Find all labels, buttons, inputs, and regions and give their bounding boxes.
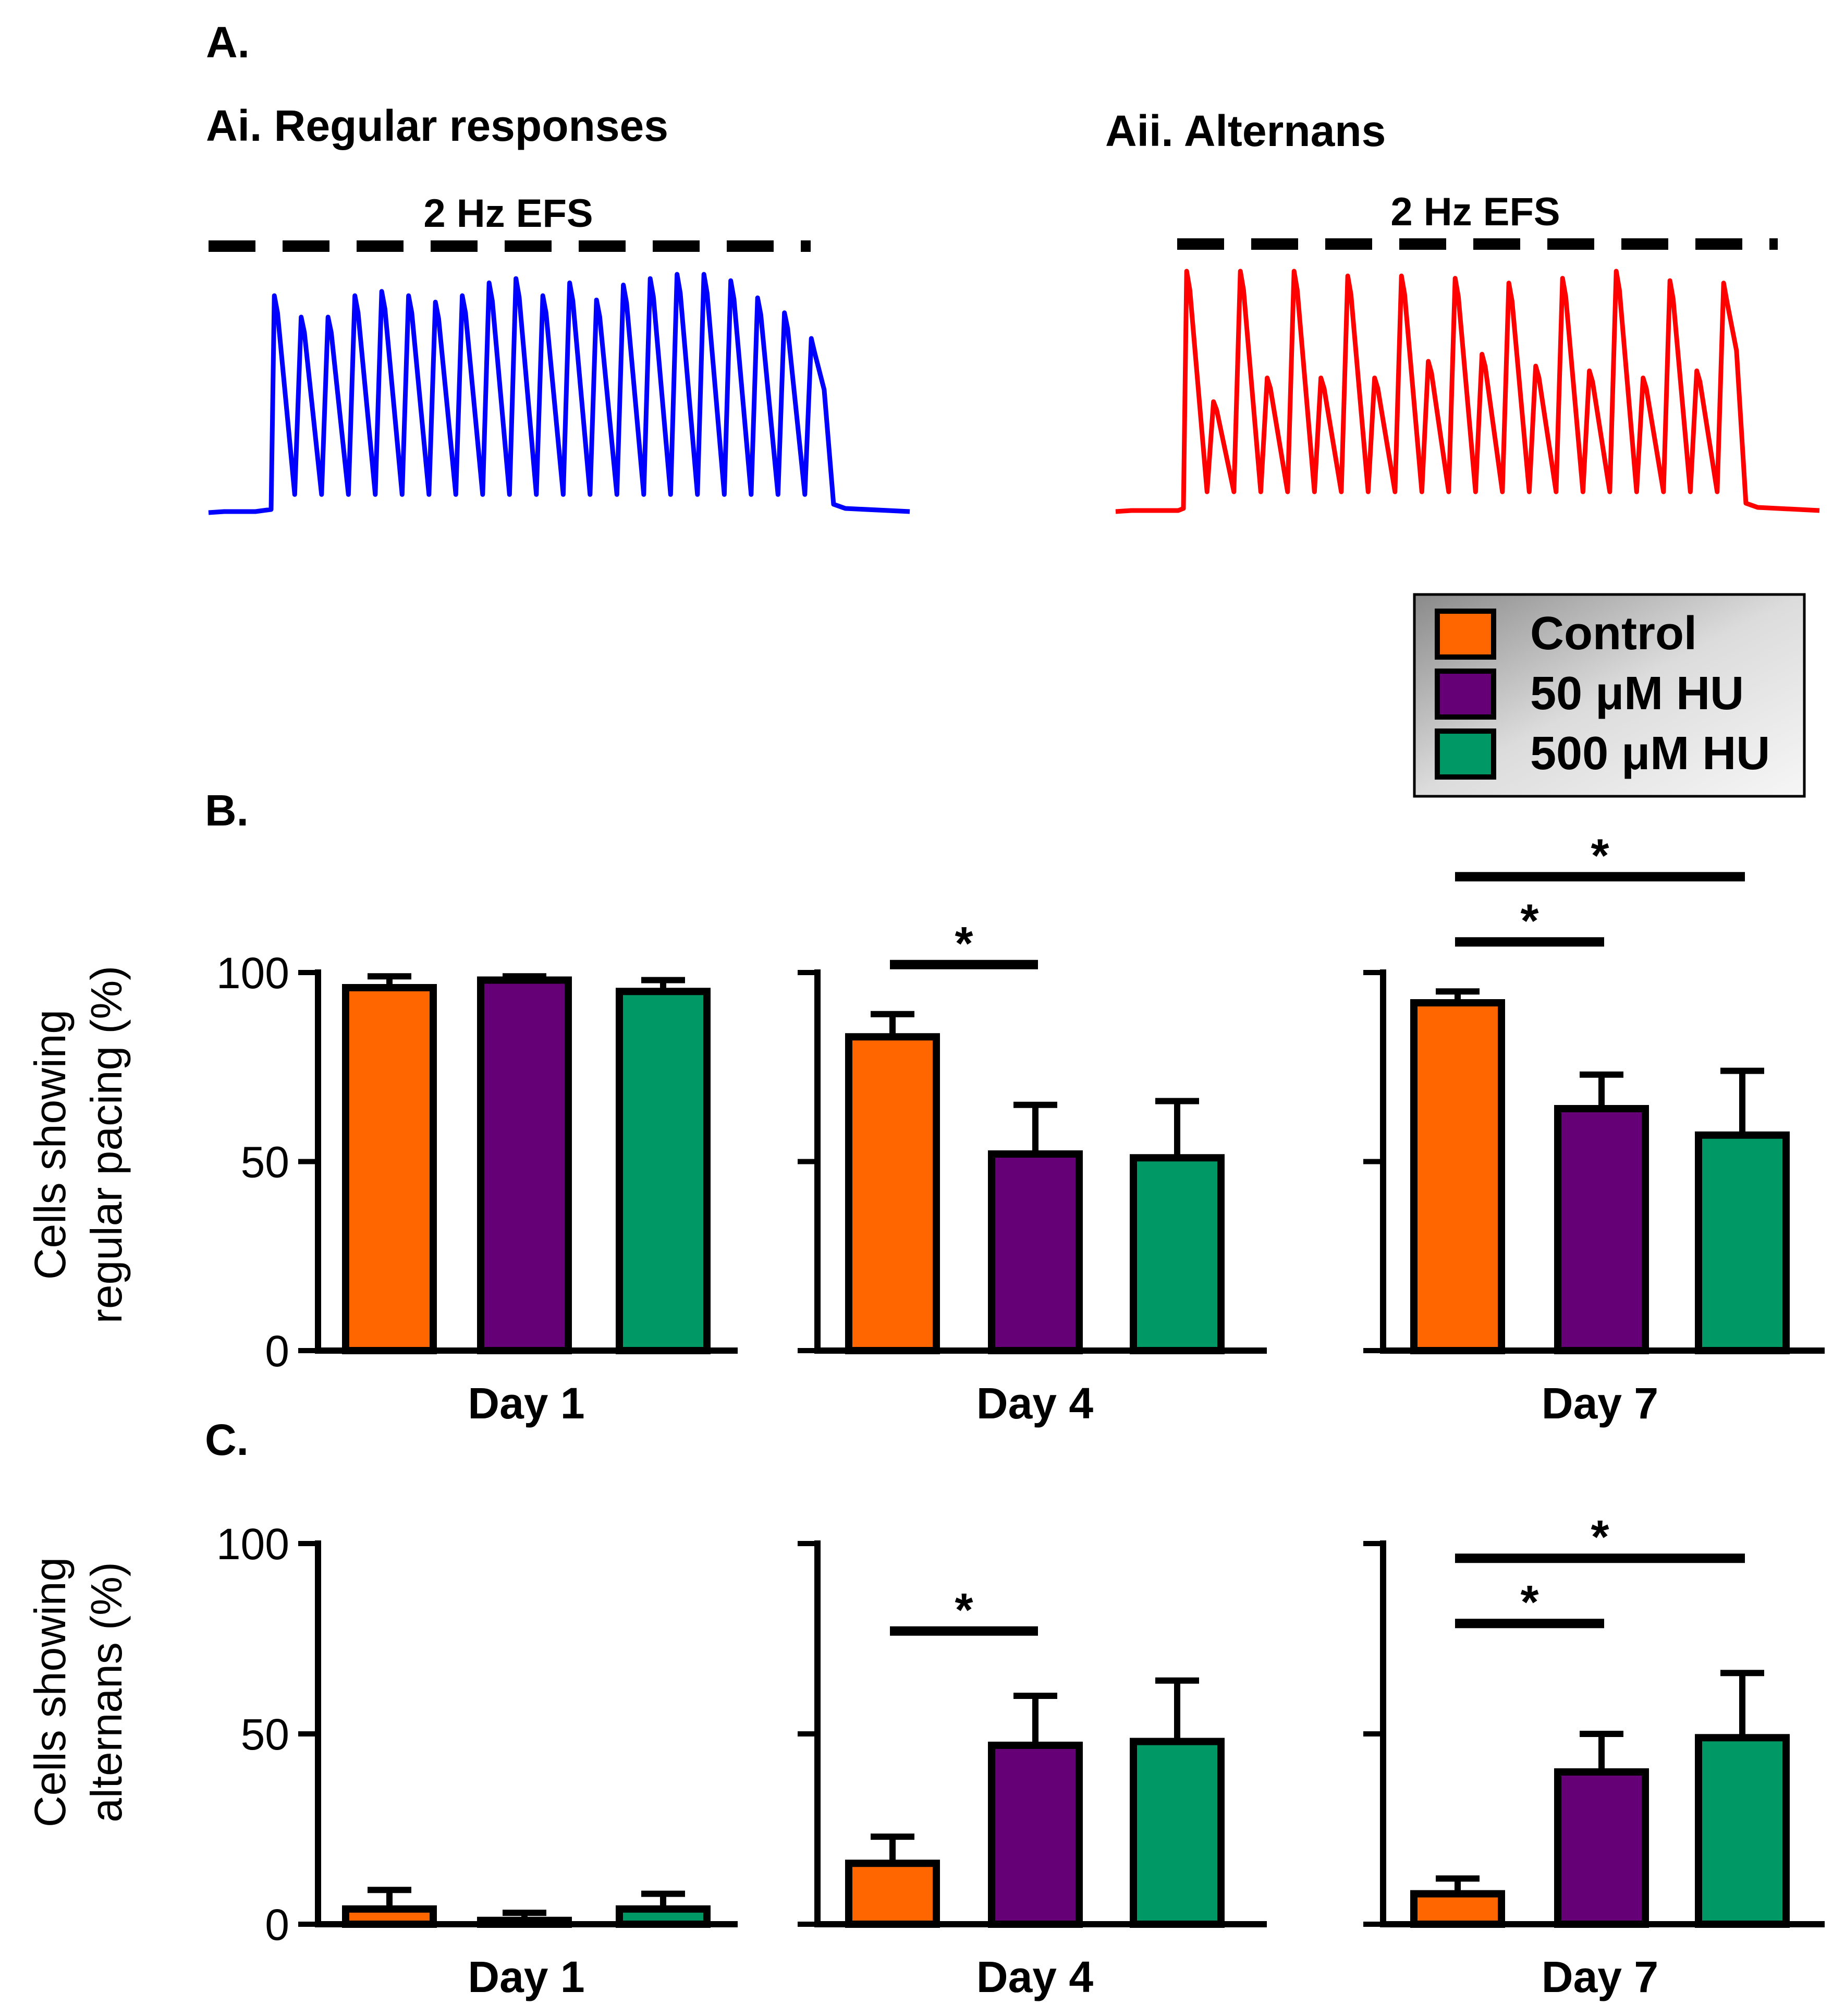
chart-B-group-2: Day 4 * (798, 918, 1267, 1428)
legend-label-500uM: 500 μM HU (1530, 727, 1770, 780)
bar-control (342, 984, 437, 1354)
legend-swatch-500uM (1435, 728, 1496, 780)
calcium-trace-alternans (1115, 269, 1820, 514)
legend: Control 50 μM HU 500 μM HU (1413, 593, 1806, 798)
legend-label-50uM: 50 μM HU (1530, 667, 1744, 720)
panel-a-label: A. (206, 18, 250, 67)
significance-star: * (1591, 830, 1609, 882)
bar-50-μm-hu (477, 976, 572, 1354)
bar-control (342, 1905, 437, 1928)
calcium-trace-regular (208, 272, 910, 515)
significance-star: * (1520, 1576, 1538, 1629)
panel-c-ylabel-line2: alternans (%) (82, 1562, 131, 1823)
bar-control (845, 1860, 940, 1928)
bar-500-μm-hu (1695, 1734, 1790, 1928)
stim-label-left: 2 Hz EFS (423, 191, 593, 236)
panel-b-ylabel-line2: regular pacing (%) (82, 966, 131, 1323)
legend-swatch-50uM (1435, 669, 1496, 720)
panel-c-label: C. (205, 1415, 249, 1464)
significance-star: * (1520, 895, 1538, 947)
stim-label-right: 2 Hz EFS (1390, 190, 1560, 234)
panel-ai-title: Ai. Regular responses (206, 101, 668, 150)
legend-swatch-control (1435, 609, 1496, 660)
x-group-label: Day 1 (468, 1952, 584, 2001)
bar-50-μm-hu (1554, 1105, 1649, 1354)
panel-b-label: B. (205, 786, 249, 835)
bar-500-μm-hu (1130, 1738, 1225, 1928)
bar-500-μm-hu (616, 1905, 711, 1928)
y-tick-label: 100 (216, 949, 289, 998)
legend-label-control: Control (1530, 608, 1697, 660)
bar-control (1410, 999, 1505, 1354)
bar-50-μm-hu (988, 1150, 1083, 1354)
significance-star: * (955, 918, 973, 970)
x-group-label: Day 4 (976, 1952, 1093, 2001)
y-tick-label: 100 (216, 1520, 289, 1569)
chart-C-group-3: Day 7 * * (1363, 1511, 1825, 2001)
bar-500-μm-hu (616, 988, 711, 1354)
bar-50-μm-hu (988, 1741, 1083, 1928)
chart-B-group-3: Day 7 * * (1363, 830, 1825, 1428)
y-tick-label: 50 (241, 1710, 289, 1759)
bar-50-μm-hu (1554, 1768, 1649, 1928)
bar-control (845, 1033, 940, 1354)
bar-500-μm-hu (1695, 1131, 1790, 1354)
significance-star: * (955, 1584, 973, 1636)
y-tick-label: 0 (265, 1900, 289, 1949)
bar-control (1410, 1890, 1505, 1928)
y-tick-label: 0 (265, 1327, 289, 1376)
significance-star: * (1591, 1511, 1609, 1563)
y-tick-label: 50 (241, 1138, 289, 1187)
x-group-label: Day 7 (1542, 1952, 1658, 2001)
panel-c-ylabel-line1: Cells showing (26, 1557, 75, 1827)
chart-C-group-2: Day 4 * (798, 1540, 1267, 2001)
chart-B-group-1: 0 50 100 Day 1 (216, 949, 738, 1428)
panel-aii-title: Aii. Alternans (1105, 106, 1386, 155)
bar-charts: 0 50 100 Day 1 Day 4 * Day 7 * * 0 50 100 Day 1 Day 4… (216, 830, 1825, 2001)
x-group-label: Day 7 (1542, 1379, 1658, 1428)
chart-C-group-1: 0 50 100 Day 1 (216, 1520, 738, 2001)
x-group-label: Day 1 (468, 1379, 584, 1428)
panel-b-ylabel-line1: Cells showing (26, 1010, 75, 1280)
bar-500-μm-hu (1130, 1154, 1225, 1354)
x-group-label: Day 4 (976, 1379, 1093, 1428)
bar-50-μm-hu (477, 1916, 572, 1928)
